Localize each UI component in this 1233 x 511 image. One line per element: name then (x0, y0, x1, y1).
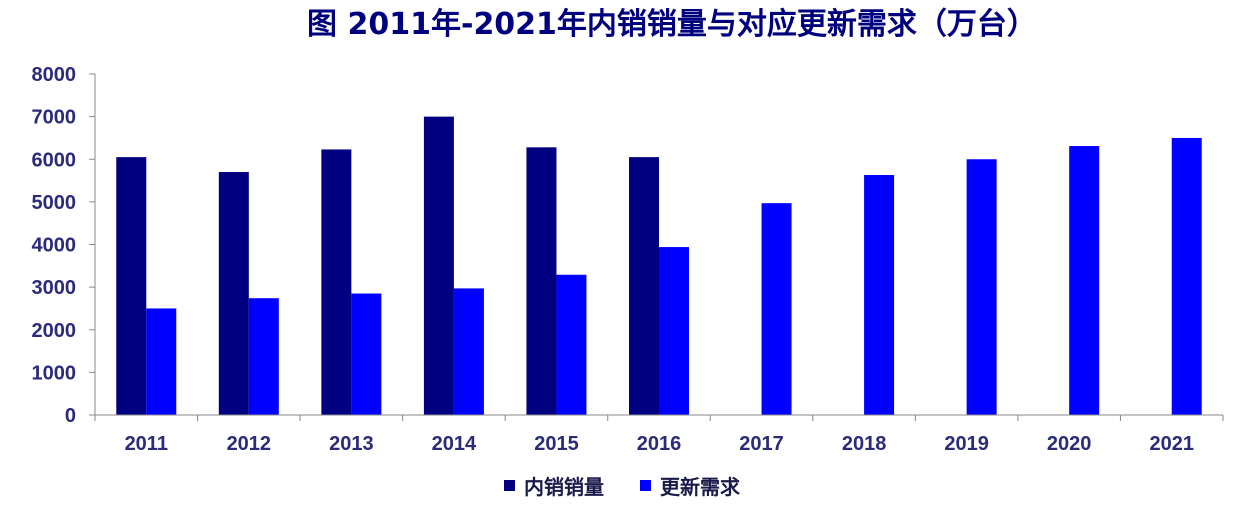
x-tick-label: 2013 (329, 433, 374, 455)
legend: 内销销量 更新需求 (504, 475, 741, 499)
bar-replacement-demand-2019 (966, 159, 997, 415)
y-tick-label: 4000 (32, 235, 77, 257)
y-tick-label: 1000 (32, 362, 77, 384)
y-tick-label: 8000 (32, 64, 77, 86)
bar-domestic-sales-2012 (218, 172, 249, 415)
bar-domestic-sales-2016 (629, 157, 659, 415)
legend-label: 内销销量 (524, 475, 604, 499)
x-tick-label: 2016 (637, 433, 682, 455)
bar-replacement-demand-2011 (146, 308, 177, 415)
bar-replacement-demand-2020 (1069, 146, 1100, 415)
bar-replacement-demand-2014 (453, 288, 484, 415)
bars (116, 116, 1202, 416)
y-tick-label: 6000 (32, 149, 77, 171)
bar-replacement-demand-2016 (659, 247, 689, 415)
bar-replacement-demand-2012 (248, 298, 279, 415)
x-tick-label: 2012 (227, 433, 272, 455)
legend-swatch (504, 480, 515, 491)
y-tick-label: 0 (65, 405, 76, 427)
x-tick-label: 2015 (534, 433, 579, 455)
legend-swatch (640, 480, 651, 491)
bar-domestic-sales-2015 (526, 147, 557, 415)
chart-title: 图 2011年-2021年内销销量与对应更新需求（万台） (307, 7, 1037, 42)
bar-domestic-sales-2013 (321, 149, 352, 416)
y-axis: 0 1000 2000 3000 4000 5000 6000 7000 8000 (32, 64, 95, 427)
bar-replacement-demand-2017 (761, 203, 792, 415)
bar-replacement-demand-2013 (351, 293, 382, 415)
y-tick-label: 3000 (32, 277, 77, 299)
bar-domestic-sales-2014 (423, 116, 454, 415)
x-tick-label: 2014 (432, 433, 477, 455)
bar-replacement-demand-2021 (1171, 137, 1202, 415)
y-tick-label: 2000 (32, 320, 77, 342)
bar-domestic-sales-2011 (116, 157, 147, 415)
x-tick-label: 2019 (944, 433, 989, 455)
x-tick-label: 2011 (125, 433, 168, 455)
x-tick-label: 2021 (1149, 433, 1194, 455)
x-axis: 2011 2012 2013 2014 2015 2016 2017 2018 2019 2020… (94, 415, 1224, 455)
bar-replacement-demand-2015 (556, 274, 587, 415)
y-tick-label: 5000 (32, 192, 77, 214)
bar-replacement-demand-2018 (864, 175, 895, 415)
x-tick-label: 2017 (739, 433, 784, 455)
legend-label: 更新需求 (660, 475, 741, 499)
y-tick-label: 7000 (32, 107, 77, 129)
x-tick-label: 2020 (1047, 433, 1092, 455)
x-tick-label: 2018 (842, 433, 887, 455)
